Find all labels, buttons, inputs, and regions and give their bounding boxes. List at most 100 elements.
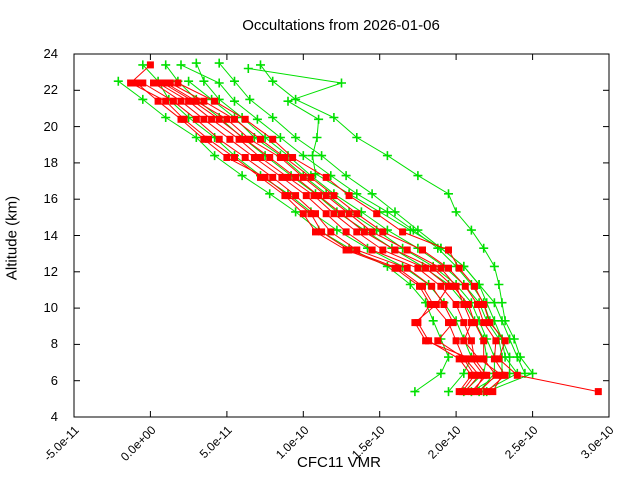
marker-square-profile-01 bbox=[231, 154, 238, 161]
marker-plus-profile-14 bbox=[230, 76, 239, 86]
marker-square-profile-04 bbox=[480, 337, 488, 345]
marker-square-profile-09 bbox=[307, 210, 315, 218]
marker-square-profile-05 bbox=[257, 135, 264, 143]
marker-square-profile-05 bbox=[474, 301, 481, 308]
marker-square-profile-07 bbox=[498, 371, 506, 379]
marker-square-profile-05 bbox=[330, 192, 338, 200]
marker-square-profile-03 bbox=[414, 264, 422, 272]
marker-plus-profile-10 bbox=[410, 387, 420, 397]
marker-plus-profile-16 bbox=[352, 133, 362, 142]
marker-plus-profile-15 bbox=[337, 78, 346, 88]
marker-square-profile-01 bbox=[455, 355, 463, 363]
marker-square-profile-06 bbox=[594, 388, 602, 396]
marker-square-profile-02 bbox=[327, 228, 335, 236]
marker-square-profile-09 bbox=[471, 371, 478, 379]
marker-square-profile-04 bbox=[429, 264, 437, 272]
marker-plus-profile-18 bbox=[298, 151, 308, 161]
marker-square-profile-02 bbox=[449, 319, 457, 327]
marker-square-profile-03 bbox=[177, 97, 185, 105]
marker-plus-profile-18 bbox=[408, 225, 418, 235]
marker-plus-profile-16 bbox=[451, 207, 461, 217]
marker-plus-profile-14 bbox=[341, 171, 351, 181]
marker-square-profile-06 bbox=[501, 337, 509, 345]
marker-square-profile-06 bbox=[486, 319, 494, 327]
marker-square-profile-09 bbox=[284, 192, 292, 200]
marker-square-profile-07 bbox=[467, 319, 475, 327]
chart-title: Occultations from 2026-01-06 bbox=[242, 17, 440, 34]
marker-plus-profile-18 bbox=[275, 133, 285, 142]
x-axis-label: CFC11 VMR bbox=[297, 454, 381, 471]
y-tick-label: 10 bbox=[43, 300, 58, 316]
marker-plus-profile-18 bbox=[176, 60, 186, 70]
marker-plus-profile-18 bbox=[230, 96, 239, 106]
marker-square-profile-04 bbox=[464, 301, 472, 308]
marker-square-profile-03 bbox=[200, 115, 208, 123]
marker-square-profile-08 bbox=[353, 228, 361, 236]
marker-plus-profile-10 bbox=[265, 189, 275, 199]
marker-square-profile-01 bbox=[162, 97, 170, 105]
marker-square-profile-02 bbox=[440, 301, 448, 308]
marker-square-profile-04 bbox=[215, 115, 223, 123]
marker-plus-profile-16 bbox=[329, 113, 339, 122]
marker-plus-profile-16 bbox=[382, 151, 392, 161]
marker-plus-profile-10 bbox=[444, 352, 453, 362]
marker-square-profile-04 bbox=[292, 173, 300, 181]
marker-square-profile-05 bbox=[483, 388, 491, 396]
marker-square-profile-05 bbox=[461, 282, 469, 290]
marker-square-profile-05 bbox=[490, 355, 498, 363]
marker-square-profile-02 bbox=[215, 135, 223, 143]
marker-square-profile-05 bbox=[281, 154, 289, 161]
marker-square-profile-06 bbox=[345, 192, 353, 200]
marker-plus-profile-16 bbox=[528, 368, 538, 378]
y-tick-label: 24 bbox=[43, 46, 58, 61]
marker-square-profile-08 bbox=[445, 282, 452, 290]
marker-plus-profile-16 bbox=[466, 225, 476, 235]
marker-square-profile-09 bbox=[419, 282, 426, 290]
marker-square-profile-07 bbox=[322, 192, 330, 200]
marker-square-profile-04 bbox=[241, 135, 249, 143]
marker-square-profile-06 bbox=[289, 154, 297, 161]
marker-square-profile-09 bbox=[429, 301, 437, 308]
marker-plus-profile-14 bbox=[214, 58, 224, 68]
marker-plus-profile-10 bbox=[428, 316, 438, 326]
marker-square-profile-09 bbox=[394, 264, 402, 272]
marker-square-profile-03 bbox=[368, 246, 376, 254]
marker-square-profile-01 bbox=[312, 228, 319, 236]
marker-square-profile-08 bbox=[422, 264, 430, 272]
marker-square-profile-08 bbox=[330, 210, 338, 218]
marker-plus-profile-18 bbox=[382, 207, 392, 217]
marker-plus-profile-18 bbox=[214, 78, 224, 88]
marker-square-profile-04 bbox=[391, 246, 399, 254]
marker-square-profile-01 bbox=[205, 135, 212, 143]
marker-square-profile-03 bbox=[302, 192, 310, 200]
marker-square-profile-06 bbox=[513, 371, 521, 379]
marker-square-profile-04 bbox=[338, 210, 345, 218]
marker-square-profile-06 bbox=[211, 97, 219, 105]
marker-plus-profile-16 bbox=[494, 280, 504, 289]
marker-plus-profile-13 bbox=[191, 58, 201, 68]
marker-square-profile-08 bbox=[284, 173, 292, 181]
marker-square-profile-03 bbox=[250, 154, 258, 161]
marker-plus-profile-10 bbox=[237, 171, 247, 181]
marker-square-profile-07 bbox=[368, 228, 376, 236]
marker-plus-profile-16 bbox=[500, 316, 510, 326]
marker-plus-profile-16 bbox=[413, 171, 423, 181]
marker-square-profile-06 bbox=[241, 115, 249, 123]
marker-square-profile-07 bbox=[276, 154, 284, 161]
marker-square-profile-02 bbox=[139, 79, 147, 87]
marker-square-profile-08 bbox=[310, 192, 318, 200]
marker-square-profile-07 bbox=[345, 210, 353, 218]
series-line-profile-08 bbox=[157, 82, 485, 392]
marker-plus-profile-16 bbox=[489, 261, 499, 271]
series-line-profile-02 bbox=[142, 82, 480, 392]
series-line-profile-15 bbox=[248, 68, 511, 374]
marker-plus-profile-16 bbox=[256, 60, 265, 70]
series-line-profile-14 bbox=[218, 62, 526, 374]
marker-square-profile-03 bbox=[467, 337, 475, 345]
marker-square-profile-08 bbox=[235, 135, 243, 143]
marker-square-profile-03 bbox=[437, 282, 445, 290]
marker-square-profile-05 bbox=[307, 173, 315, 181]
marker-square-profile-07 bbox=[489, 388, 497, 396]
